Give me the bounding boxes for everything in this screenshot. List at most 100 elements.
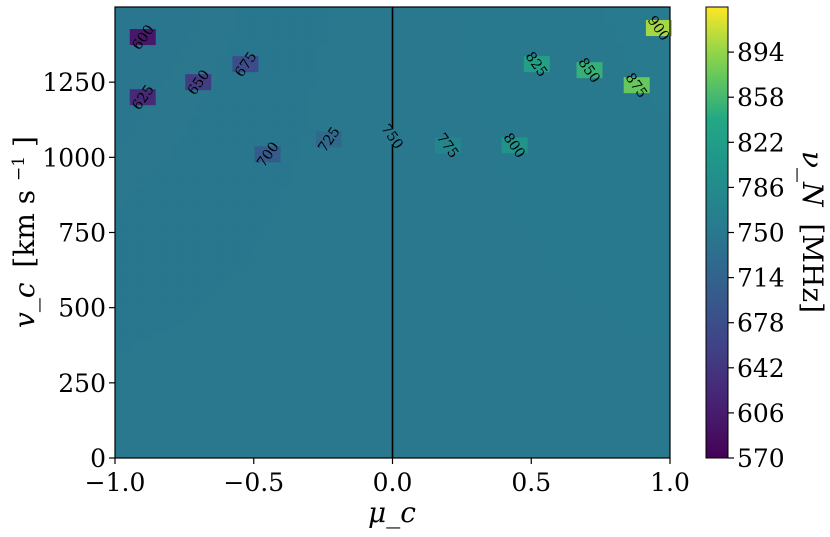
heatmap-cell	[448, 106, 458, 116]
heatmap-cell	[300, 430, 310, 441]
heatmap-cell	[337, 34, 347, 44]
heatmap-cell	[281, 151, 292, 161]
heatmap-cell	[337, 295, 347, 306]
heatmap-cell	[115, 241, 125, 252]
heatmap-cell	[448, 295, 458, 306]
heatmap-cell	[651, 421, 662, 432]
heatmap-cell	[392, 223, 403, 234]
heatmap-cell	[115, 268, 125, 279]
contour-label-bg	[623, 77, 650, 94]
heatmap-cell	[438, 151, 449, 161]
heatmap-cell	[253, 268, 264, 279]
heatmap-cell	[355, 88, 366, 98]
heatmap-cell	[660, 403, 670, 414]
heatmap-cell	[438, 43, 449, 53]
heatmap-cell	[337, 223, 347, 234]
heatmap-cell	[438, 349, 449, 360]
heatmap-cell	[623, 259, 634, 270]
heatmap-cell	[189, 34, 199, 44]
heatmap-cell	[411, 97, 421, 107]
heatmap-cell	[226, 367, 236, 378]
heatmap-cell	[263, 43, 273, 53]
heatmap-cell	[438, 61, 449, 71]
heatmap-cell	[531, 169, 542, 179]
heatmap-cell	[253, 79, 264, 89]
heatmap-cell	[152, 430, 162, 441]
heatmap-cell	[383, 394, 394, 405]
heatmap-cell	[596, 169, 606, 179]
heatmap-cell	[568, 277, 579, 288]
heatmap-cell	[466, 358, 477, 369]
heatmap-cell	[383, 79, 394, 89]
heatmap-cell	[586, 115, 597, 125]
heatmap-cell	[115, 88, 125, 98]
heatmap-cell	[207, 196, 218, 207]
heatmap-cell	[438, 286, 449, 297]
heatmap-cell	[614, 277, 625, 288]
heatmap-cell	[466, 232, 477, 243]
heatmap-cell	[337, 349, 347, 360]
heatmap-cell	[522, 394, 532, 405]
heatmap-cell	[577, 16, 588, 26]
heatmap-cell	[392, 187, 403, 198]
heatmap-cell	[568, 124, 579, 134]
heatmap-cell	[586, 106, 597, 116]
heatmap-cell	[152, 295, 162, 306]
heatmap-cell	[568, 79, 579, 89]
heatmap-cell	[392, 304, 403, 315]
heatmap-cell	[605, 88, 616, 98]
heatmap-cell	[244, 97, 255, 107]
heatmap-cell	[660, 97, 670, 107]
heatmap-cell	[207, 250, 218, 261]
heatmap-cell	[660, 277, 670, 288]
heatmap-cell	[152, 349, 162, 360]
heatmap-cell	[207, 142, 218, 152]
heatmap-cell	[216, 160, 227, 170]
heatmap-cell	[355, 61, 366, 71]
heatmap-cell	[115, 115, 125, 125]
heatmap-cell	[466, 430, 477, 441]
heatmap-cell	[466, 88, 477, 98]
heatmap-cell	[540, 376, 551, 387]
heatmap-cell	[466, 313, 477, 324]
heatmap-cell	[448, 97, 458, 107]
heatmap-cell	[346, 241, 357, 252]
heatmap-cell	[198, 88, 209, 98]
heatmap-cell	[596, 376, 606, 387]
heatmap-cell	[142, 142, 153, 152]
heatmap-cell	[124, 16, 135, 26]
heatmap-cell	[300, 34, 310, 44]
heatmap-cell	[559, 403, 569, 414]
heatmap-cell	[189, 322, 199, 333]
heatmap-cell	[522, 295, 532, 306]
heatmap-cell	[235, 25, 246, 35]
heatmap-cell	[161, 79, 172, 89]
heatmap-cell	[475, 169, 486, 179]
heatmap-cell	[346, 268, 357, 279]
heatmap-cell	[549, 430, 560, 441]
heatmap-cell	[374, 286, 384, 297]
heatmap-cell	[475, 286, 486, 297]
heatmap-cell	[485, 358, 495, 369]
heatmap-cell	[651, 250, 662, 261]
heatmap-cell	[207, 88, 218, 98]
heatmap-cell	[651, 34, 662, 44]
heatmap-cell	[337, 133, 347, 143]
heatmap-cell	[355, 277, 366, 288]
heatmap-cell	[235, 295, 246, 306]
heatmap-cell	[522, 439, 532, 450]
heatmap-cell	[642, 70, 653, 80]
heatmap-cell	[485, 448, 495, 458]
heatmap-cell	[161, 241, 172, 252]
heatmap-cell	[512, 115, 523, 125]
heatmap-cell	[327, 7, 338, 17]
heatmap-cell	[651, 214, 662, 225]
heatmap-cell	[522, 16, 532, 26]
heatmap-cell	[272, 196, 283, 207]
heatmap-cell	[512, 187, 523, 198]
heatmap-cell	[642, 304, 653, 315]
heatmap-cell	[438, 7, 449, 17]
heatmap-cell	[346, 88, 357, 98]
heatmap-cell	[633, 151, 643, 161]
heatmap-cell	[614, 133, 625, 143]
